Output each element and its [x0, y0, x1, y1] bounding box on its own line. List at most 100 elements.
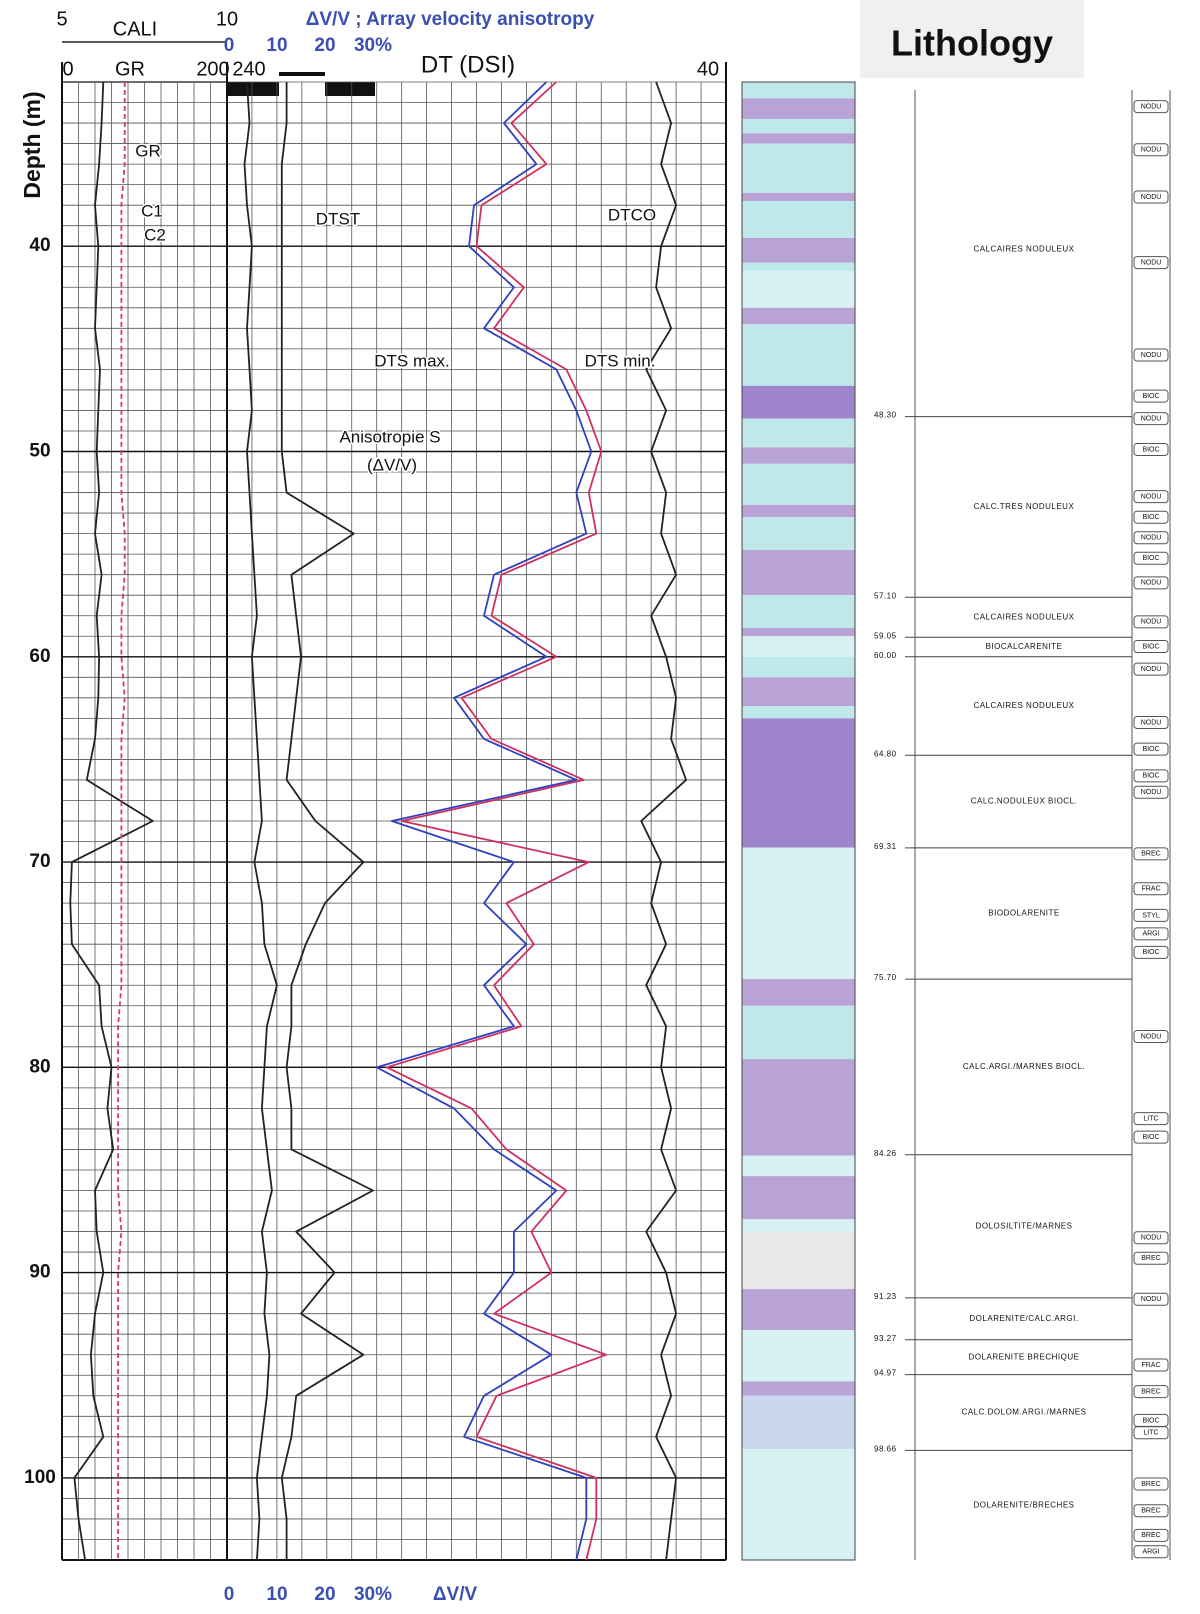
code-box [1133, 945, 1169, 959]
lithology-band [742, 1330, 855, 1382]
depth-tick-label: 80 [29, 1056, 50, 1077]
unit-depth-label: 91.23 [874, 1292, 897, 1301]
gr-tick-label: 0 [62, 58, 73, 80]
code-box [1133, 908, 1169, 922]
code-box [1133, 551, 1169, 565]
unit-name: BIOCALCARENITE [986, 642, 1063, 651]
curve-annotation: C1 [141, 201, 163, 220]
lithology-title: Lithology [891, 23, 1053, 64]
aniso-bar [325, 82, 375, 96]
code-box [1133, 662, 1169, 676]
curve-annotation: DTST [316, 209, 360, 228]
code-box [1133, 615, 1169, 629]
lithology-band [742, 1155, 855, 1177]
code-box [1133, 1112, 1169, 1126]
lithology-band [742, 324, 855, 386]
lithology-band [742, 118, 855, 134]
lithology-band [742, 307, 855, 325]
lithology-band [742, 1219, 855, 1232]
code-label: BIOC [1142, 1134, 1159, 1141]
unit-name: DOLARENITE BRECHIQUE [969, 1352, 1080, 1361]
log-curve [117, 82, 126, 1560]
aniso-tick-label: 0 [224, 35, 235, 56]
code-box [1133, 256, 1169, 270]
code-label: BIOC [1142, 949, 1159, 956]
code-box [1133, 847, 1169, 861]
code-label: BIOC [1142, 446, 1159, 453]
lithology-band [742, 1059, 855, 1156]
code-label: NODU [1141, 580, 1162, 587]
unit-depth-label: 69.31 [874, 842, 897, 851]
depth-tick-label: 40 [29, 235, 50, 256]
aniso-tick-label-bottom: 10 [266, 1584, 287, 1605]
code-box [1133, 715, 1169, 729]
unit-name: CALCAIRES NODULEUX [973, 244, 1074, 253]
lithology-band [742, 677, 855, 707]
log-curve [69, 81, 154, 1561]
lithology-band [742, 385, 855, 419]
lithology-band [742, 656, 855, 678]
code-box [1133, 1251, 1169, 1265]
lithology-band [742, 418, 855, 448]
code-label: NODU [1141, 619, 1162, 626]
code-label: NODU [1141, 719, 1162, 726]
cali-tick-label: 10 [216, 8, 238, 30]
lithology-band [742, 595, 855, 629]
code-box [1133, 1385, 1169, 1399]
code-label: FRAC [1141, 886, 1160, 893]
lithology-band [742, 706, 855, 719]
code-label: BIOC [1142, 643, 1159, 650]
code-box [1133, 1477, 1169, 1491]
lithology-band [742, 1395, 855, 1450]
unit-name: CALC.NODULEUX BIOCL. [971, 797, 1077, 806]
code-box [1133, 742, 1169, 756]
code-label: BIOC [1142, 555, 1159, 562]
code-box [1133, 348, 1169, 362]
code-box [1133, 143, 1169, 157]
code-box [1133, 1504, 1169, 1518]
unit-depth-label: 64.80 [874, 749, 897, 758]
lithology-band [742, 238, 855, 263]
code-label: FRAC [1141, 1362, 1160, 1369]
lithology-band [742, 517, 855, 551]
code-label: BIOC [1142, 746, 1159, 753]
code-box [1133, 1030, 1169, 1044]
code-label: NODU [1141, 1296, 1162, 1303]
lithology-band [742, 1231, 855, 1290]
lithology-band [742, 463, 855, 505]
lithology-band [742, 550, 855, 596]
code-label: NODU [1141, 535, 1162, 542]
lithology-band [742, 82, 855, 99]
code-label: ARGI [1142, 1549, 1159, 1556]
unit-name: DOLARENITE/BRECHES [973, 1500, 1074, 1509]
lithology-band [742, 504, 855, 518]
code-label: BREC [1141, 1508, 1160, 1515]
code-label: BIOC [1142, 773, 1159, 780]
code-box [1133, 531, 1169, 545]
unit-name: DOLOSILTITE/MARNES [976, 1221, 1073, 1230]
aniso-tick-label: 20 [314, 35, 335, 56]
aniso-tick-label-bottom: 30% [354, 1584, 392, 1605]
unit-name: CALCAIRES NODULEUX [973, 612, 1074, 621]
code-box [1133, 190, 1169, 204]
log-curve [375, 81, 593, 1561]
unit-depth-label: 98.66 [874, 1444, 897, 1453]
depth-tick-label: 90 [29, 1262, 50, 1283]
aniso-tick-label: 30% [354, 35, 392, 56]
depth-tick-label: 60 [29, 646, 50, 667]
depth-tick-label: 100 [24, 1467, 56, 1488]
unit-name: CALC.TRES NODULEUX [974, 502, 1075, 511]
log-curve [640, 81, 687, 1561]
code-box [1133, 1358, 1169, 1372]
aniso-tick-label: 10 [266, 35, 287, 56]
code-label: STYL [1142, 912, 1160, 919]
unit-name: DOLARENITE/CALC.ARGI. [969, 1314, 1078, 1323]
code-label: BIOC [1142, 1417, 1159, 1424]
code-label: LITC [1143, 1430, 1158, 1437]
code-label: BREC [1141, 1532, 1160, 1539]
cali-tick-label: 5 [56, 8, 67, 30]
cali-label: CALI [113, 18, 157, 40]
code-box [1133, 510, 1169, 524]
curve-annotation: Anisotropie S [339, 427, 440, 446]
